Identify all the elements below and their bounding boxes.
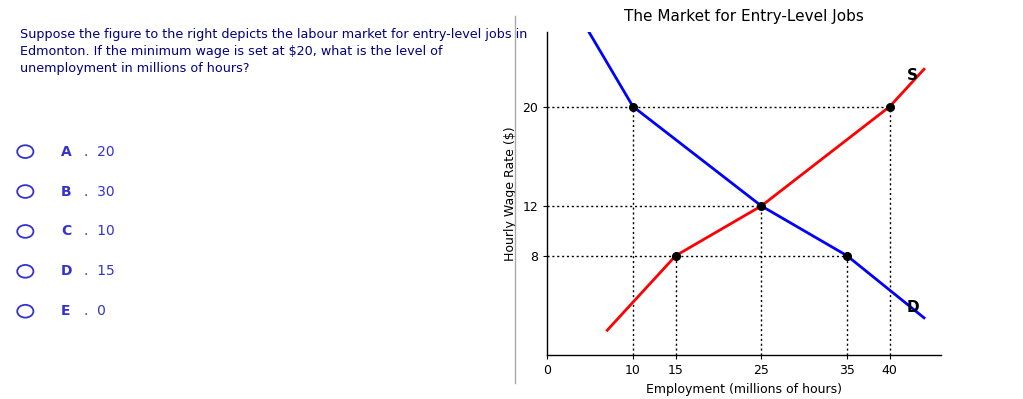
Text: D: D [60,264,73,279]
X-axis label: Employment (millions of hours): Employment (millions of hours) [647,383,842,396]
Text: .  30: . 30 [84,184,115,199]
Text: .  20: . 20 [84,144,115,159]
Text: E: E [60,304,71,318]
Text: B: B [60,184,72,199]
Text: S: S [907,68,918,83]
Text: .  10: . 10 [84,224,115,239]
Text: D: D [907,300,920,315]
Y-axis label: Hourly Wage Rate ($): Hourly Wage Rate ($) [504,126,517,261]
Text: A: A [60,144,72,159]
Text: .  15: . 15 [84,264,115,279]
Text: Suppose the figure to the right depicts the labour market for entry-level jobs i: Suppose the figure to the right depicts … [20,28,528,75]
Text: C: C [60,224,71,239]
Title: The Market for Entry-Level Jobs: The Market for Entry-Level Jobs [624,9,864,24]
Text: .  0: . 0 [84,304,105,318]
